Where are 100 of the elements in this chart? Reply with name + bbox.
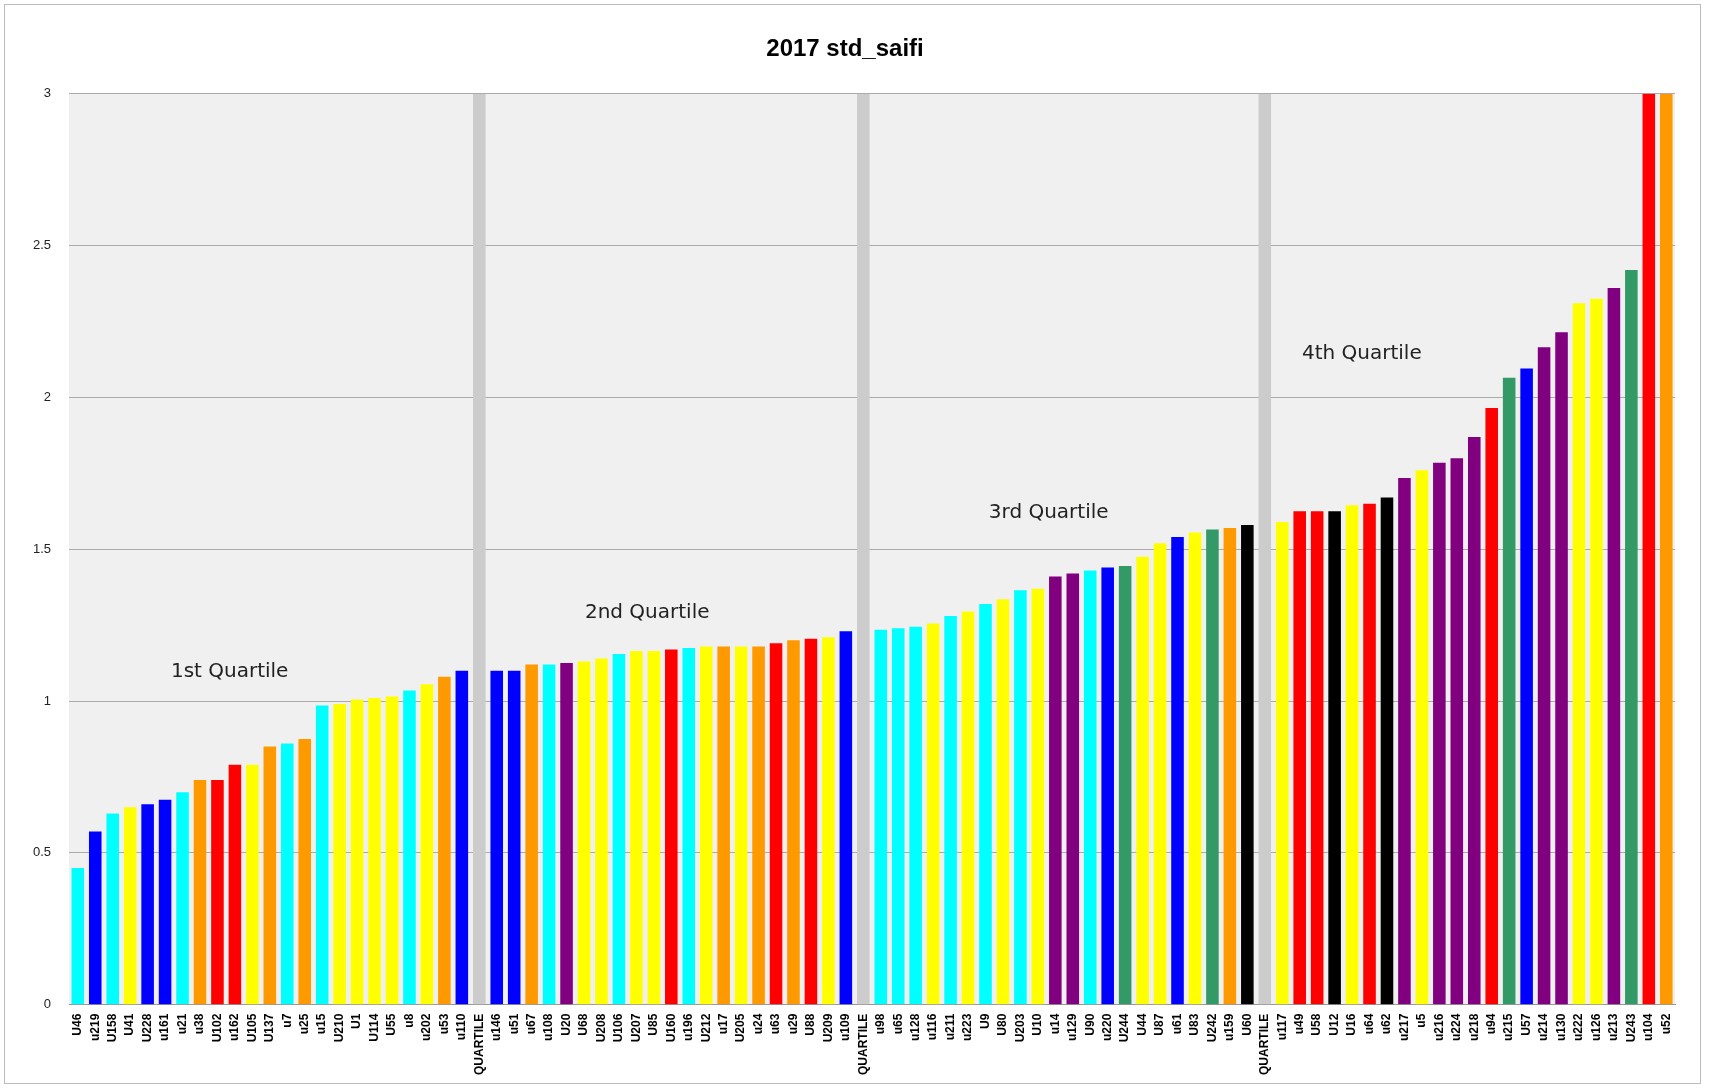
x-tick-label: U243 — [1623, 1013, 1638, 1043]
x-tick-label: U9 — [977, 1013, 992, 1030]
bar — [804, 638, 818, 1005]
bar — [1293, 511, 1306, 1005]
bar — [88, 831, 102, 1005]
bar — [1625, 269, 1638, 1005]
bar — [560, 663, 573, 1005]
x-tick-label: u202 — [419, 1013, 434, 1042]
bar — [909, 626, 922, 1005]
bar — [926, 623, 940, 1005]
bar — [1450, 458, 1464, 1005]
x-tick-label: U55 — [384, 1013, 399, 1036]
bar — [647, 650, 661, 1005]
x-tick-label: u49 — [1292, 1013, 1307, 1035]
x-tick-label: U20 — [558, 1013, 573, 1036]
x-tick-label: U41 — [122, 1013, 137, 1036]
bar — [542, 664, 556, 1005]
bar — [1310, 511, 1324, 1005]
bar — [246, 764, 259, 1005]
bar — [263, 746, 277, 1005]
bar — [1572, 303, 1586, 1005]
x-tick-label: U207 — [628, 1013, 643, 1043]
x-tick-label: u146 — [489, 1013, 504, 1042]
x-tick-label: u8 — [401, 1013, 416, 1028]
bar — [507, 670, 521, 1005]
bar — [473, 93, 486, 1005]
bar — [665, 649, 678, 1005]
bar — [630, 650, 643, 1005]
bar — [333, 704, 346, 1005]
x-tick-label: U85 — [646, 1013, 661, 1036]
bar — [1467, 436, 1481, 1005]
x-tick-label: U90 — [1082, 1013, 1097, 1036]
x-tick-label: U106 — [611, 1013, 626, 1043]
x-tick-label: u7 — [279, 1013, 294, 1028]
bar — [455, 670, 469, 1005]
x-tick-label: u213 — [1606, 1013, 1621, 1042]
x-tick-label: u104 — [1641, 1013, 1656, 1042]
bar — [1171, 537, 1184, 1005]
x-tick-label: u65 — [890, 1013, 905, 1035]
x-tick-label: u98 — [873, 1013, 888, 1035]
bar — [1502, 377, 1516, 1005]
bar — [368, 698, 381, 1005]
x-tick-label: u211 — [942, 1013, 957, 1041]
bar — [717, 646, 730, 1005]
annotation: 2nd Quartile — [584, 599, 710, 624]
x-tick-label: U80 — [995, 1013, 1010, 1036]
bar — [891, 628, 905, 1005]
x-tick-label: QUARTILE — [855, 1013, 870, 1076]
bar — [280, 743, 294, 1005]
x-tick-label: u130 — [1553, 1013, 1568, 1042]
bar — [1520, 368, 1533, 1005]
bar — [1537, 347, 1551, 1005]
x-tick-label: u5 — [1414, 1013, 1429, 1028]
x-tick-label: u220 — [1100, 1013, 1114, 1042]
x-tick-label: u17 — [715, 1013, 730, 1035]
x-tick-label: U58 — [1309, 1013, 1324, 1036]
x-tick-label: u117 — [1274, 1013, 1289, 1041]
bar — [822, 637, 835, 1005]
x-tick-label: u61 — [1169, 1013, 1184, 1035]
x-tick-label: u224 — [1449, 1013, 1464, 1042]
x-tick-label: u67 — [523, 1013, 538, 1035]
bar — [1328, 511, 1341, 1005]
bar — [176, 792, 189, 1005]
bar — [1345, 505, 1359, 1005]
bar — [734, 646, 748, 1005]
x-tick-label: u128 — [907, 1013, 922, 1042]
bar — [752, 646, 765, 1005]
bar — [1363, 503, 1376, 1005]
bar — [1485, 408, 1498, 1005]
x-tick-label: QUARTILE — [471, 1013, 486, 1076]
x-tick-label: u159 — [1222, 1013, 1237, 1042]
x-tick-label: u129 — [1065, 1013, 1080, 1042]
x-tick-label: U60 — [1239, 1013, 1254, 1036]
bar — [1415, 470, 1429, 1005]
bar — [961, 611, 975, 1005]
x-tick-label: U242 — [1204, 1013, 1219, 1043]
x-tick-label: u219 — [87, 1013, 102, 1042]
x-tick-label: u161 — [157, 1013, 172, 1042]
x-tick-label: U137 — [262, 1013, 277, 1043]
bar — [385, 696, 399, 1005]
bar — [228, 764, 242, 1005]
x-tick-label: U210 — [331, 1013, 346, 1043]
bar — [420, 684, 434, 1005]
bar — [1118, 565, 1132, 1005]
bar — [1433, 462, 1446, 1005]
x-tick-label: U102 — [209, 1013, 224, 1043]
bar — [839, 631, 853, 1005]
bar — [298, 739, 312, 1005]
x-tick-label: u217 — [1396, 1013, 1411, 1042]
bar — [1136, 556, 1149, 1005]
y-tick-label: 1.5 — [32, 540, 52, 556]
x-tick-label: U57 — [1518, 1013, 1533, 1036]
x-tick-label: u21 — [174, 1013, 189, 1035]
bar — [123, 807, 137, 1005]
x-tick-label: u94 — [1484, 1013, 1499, 1035]
bar — [1659, 93, 1673, 1005]
bar — [1014, 590, 1027, 1005]
bar — [787, 640, 800, 1005]
y-tick-label: 2.5 — [32, 237, 52, 253]
x-tick-label: u53 — [436, 1013, 451, 1035]
